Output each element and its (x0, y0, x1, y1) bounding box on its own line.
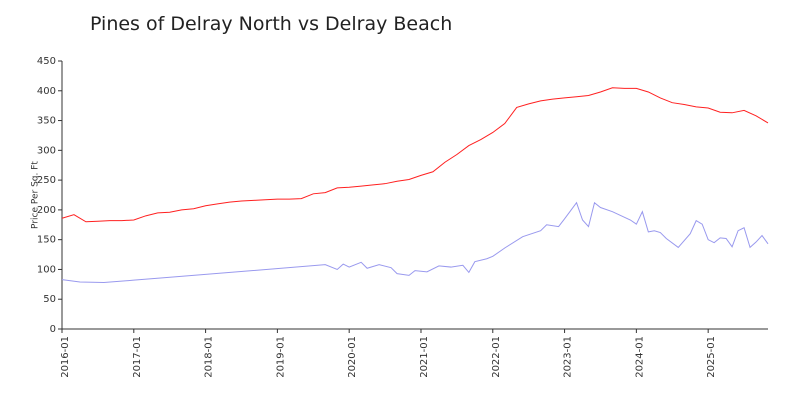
x-tick-label: 2024-01 (634, 336, 645, 378)
y-tick-label: 250 (37, 175, 56, 186)
y-tick-label: 150 (37, 235, 56, 246)
x-tick-label: 2025-01 (706, 336, 717, 378)
x-tick-label: 2022-01 (491, 336, 502, 378)
line-series (61, 201, 769, 284)
y-tick-label: 450 (37, 56, 56, 67)
x-tick-label: 2017-01 (132, 336, 143, 378)
x-tick-label: 2018-01 (204, 336, 215, 378)
chart-title: Pines of Delray North vs Delray Beach (90, 13, 452, 35)
y-tick-label: 0 (50, 324, 56, 335)
line-series (61, 87, 769, 223)
y-tick-label: 100 (37, 264, 56, 275)
y-axis-label: Price Per Sq. Ft (31, 161, 41, 229)
x-tick-label: 2023-01 (563, 336, 574, 378)
x-tick-label: 2021-01 (419, 336, 430, 378)
y-tick-label: 350 (37, 116, 56, 127)
x-tick-label: 2016-01 (60, 336, 71, 378)
y-tick-label: 300 (37, 145, 56, 156)
y-tick-label: 50 (43, 294, 56, 305)
y-tick-label: 200 (37, 205, 56, 216)
x-tick-label: 2019-01 (275, 336, 286, 378)
x-tick-label: 2020-01 (347, 336, 358, 378)
y-tick-label: 400 (37, 86, 56, 97)
